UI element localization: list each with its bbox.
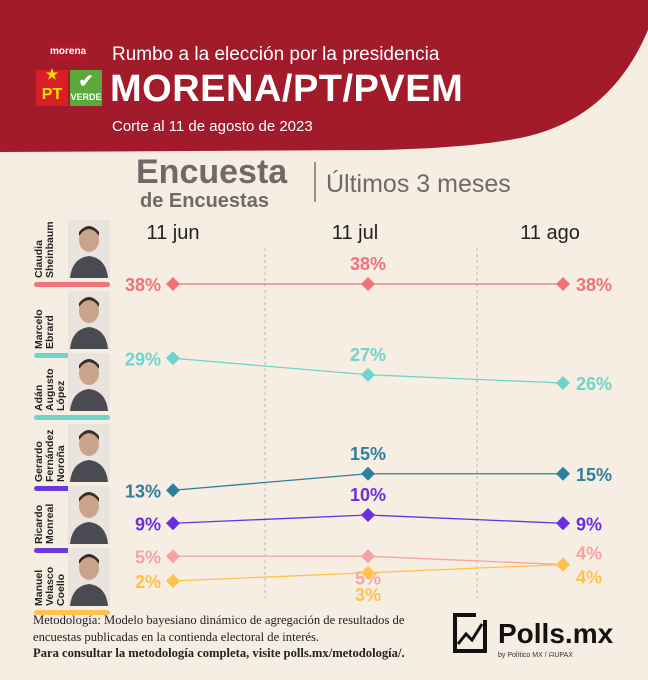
data-point-3-2	[556, 516, 570, 531]
candidate-photo	[68, 424, 110, 482]
data-label-4-2: 4%	[576, 544, 602, 564]
survey-subtitle: de Encuestas	[140, 190, 269, 212]
data-point-0-0	[166, 277, 180, 291]
data-point-1-0	[166, 351, 180, 366]
data-label-1-1: 27%	[350, 345, 386, 365]
data-label-5-1: 3%	[355, 585, 381, 605]
header-date: Corte al 11 de agosto de 2023	[112, 118, 313, 135]
data-point-3-1	[361, 508, 375, 522]
candidate-photo	[68, 220, 110, 278]
data-point-3-0	[166, 516, 180, 531]
brand-name: Polls.mx	[498, 618, 614, 649]
header-title: MORENA/PT/PVEM	[110, 68, 464, 110]
data-label-0-0: 38%	[125, 275, 161, 295]
toucan-icon: ✔	[78, 71, 94, 91]
candidate-photo	[68, 548, 110, 606]
x-label-1: 11 jun	[146, 222, 200, 244]
data-label-4-0: 5%	[135, 547, 161, 567]
data-point-2-0	[166, 483, 180, 498]
candidate-photo	[68, 486, 110, 544]
data-point-1-1	[361, 367, 375, 382]
data-label-0-2: 38%	[576, 275, 612, 295]
x-label-2: 11 jul	[331, 222, 379, 244]
data-label-1-2: 26%	[576, 374, 612, 394]
header-banner	[0, 0, 648, 160]
methodology-link[interactable]: Para consultar la metodología completa, …	[33, 646, 405, 660]
survey-title: Encuesta	[136, 153, 288, 191]
star-icon: ★	[45, 66, 59, 82]
data-label-0-1: 38%	[350, 254, 386, 274]
data-point-0-2	[556, 277, 570, 291]
data-point-5-2	[556, 557, 570, 572]
candidate-photo	[68, 291, 110, 349]
party-logos: morena ★ PT ✔ VERDE	[34, 42, 104, 112]
methodology-text: Metodología: Modelo bayesiano dinámico d…	[33, 613, 405, 644]
data-label-2-2: 15%	[576, 465, 612, 485]
data-point-4-0	[166, 549, 180, 564]
polls-mark-icon	[453, 612, 488, 653]
survey-range: Últimos 3 meses	[326, 170, 511, 198]
pvem-logo: ✔ VERDE	[70, 70, 102, 106]
data-label-3-2: 9%	[576, 514, 602, 534]
candidate-color-bar	[34, 610, 110, 615]
data-point-5-1	[361, 565, 375, 580]
brand-tagline: by Político MX / ᗣUPAX	[498, 652, 573, 659]
brand-logo: Polls.mx by Político MX / ᗣUPAX	[452, 612, 622, 662]
data-point-0-1	[361, 277, 375, 291]
data-label-5-0: 2%	[135, 572, 161, 592]
pt-logo-text: PT	[41, 86, 63, 103]
x-label-3: 11 ago	[520, 222, 580, 244]
data-label-5-2: 4%	[576, 568, 602, 588]
data-label-3-0: 9%	[135, 514, 161, 534]
data-point-5-0	[166, 574, 180, 588]
data-label-1-0: 29%	[125, 349, 161, 369]
candidate-photo	[68, 353, 110, 411]
candidate-color-bar	[34, 415, 110, 420]
morena-logo: morena	[50, 42, 86, 62]
survey-divider	[314, 162, 316, 202]
candidate-color-bar	[34, 282, 110, 287]
data-point-2-2	[556, 466, 570, 481]
data-label-2-1: 15%	[350, 444, 386, 464]
data-point-1-2	[556, 376, 570, 390]
header-subtitle: Rumbo a la elección por la presidencia	[112, 44, 440, 65]
data-label-2-0: 13%	[125, 481, 161, 501]
header-background	[0, 0, 648, 152]
data-point-4-1	[361, 549, 375, 564]
data-point-2-1	[361, 466, 375, 481]
pvem-logo-text: VERDE	[70, 92, 102, 102]
data-label-3-1: 10%	[350, 485, 386, 505]
pt-logo: ★ PT	[36, 66, 68, 106]
